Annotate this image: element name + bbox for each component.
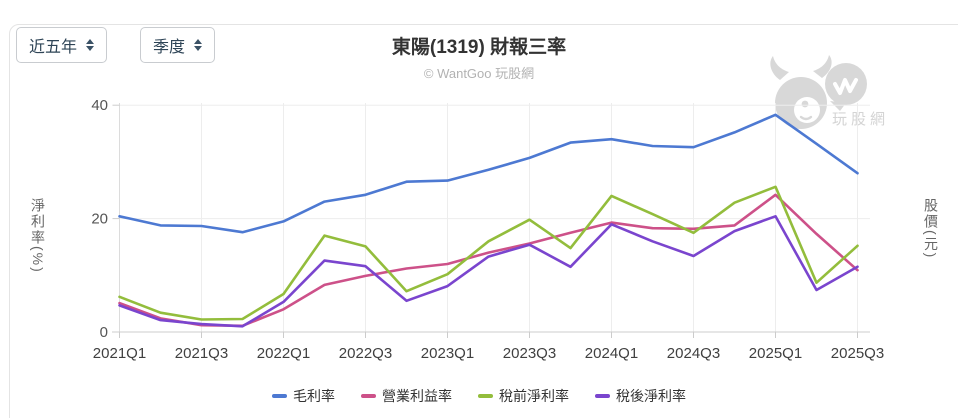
y-tick-label: 40	[91, 97, 108, 114]
legend-label: 營業利益率	[382, 388, 452, 404]
dropdown-arrows-icon	[194, 39, 203, 51]
chart-title: 東陽(1319) 財報三率	[391, 37, 567, 58]
legend-item-2[interactable]: 稅前淨利率	[478, 386, 569, 406]
plot-area: 2021Q1 2021Q3 2022Q1 2022Q3 2023Q1 2023Q3 2024…	[91, 97, 884, 362]
y-tick-label: 0	[100, 324, 108, 341]
period-dropdown-label: 季度	[153, 39, 186, 56]
y-tick-label: 20	[91, 211, 108, 228]
x-tick-label: 2025Q1	[749, 345, 802, 362]
x-tick-label: 2024Q1	[585, 345, 638, 362]
x-tick-label: 2022Q3	[339, 345, 392, 362]
dropdown-arrows-icon	[86, 39, 95, 51]
series-line-2	[118, 185, 859, 321]
range-dropdown-label: 近五年	[29, 39, 78, 56]
legend-dash-icon	[595, 394, 610, 398]
series-line-1	[118, 193, 859, 328]
x-tick-label: 2025Q3	[831, 345, 884, 362]
left-axis-label: 淨利率(%)	[30, 198, 46, 274]
right-axis-label: 股價(元)	[923, 198, 939, 260]
legend-label: 稅前淨利率	[499, 388, 569, 404]
period-dropdown[interactable]: 季度	[140, 27, 216, 63]
x-tick-label: 2023Q1	[421, 345, 474, 362]
legend-item-3[interactable]: 稅後淨利率	[595, 386, 686, 406]
chart-subtitle: © WantGoo 玩股網	[423, 66, 535, 81]
x-tick-label: 2023Q3	[503, 345, 556, 362]
x-tick-label: 2021Q1	[93, 345, 146, 362]
x-tick-label: 2021Q3	[175, 345, 228, 362]
range-dropdown[interactable]: 近五年	[16, 27, 108, 63]
legend-dash-icon	[361, 394, 376, 398]
legend: 毛利率 營業利益率 稅前淨利率 稅後淨利率	[0, 386, 958, 406]
legend-item-1[interactable]: 營業利益率	[361, 386, 452, 406]
series-line-3	[118, 215, 859, 328]
x-tick-label: 2022Q1	[257, 345, 310, 362]
legend-item-0[interactable]: 毛利率	[272, 386, 335, 406]
legend-label: 稅後淨利率	[616, 388, 686, 404]
legend-dash-icon	[478, 394, 493, 398]
legend-label: 毛利率	[293, 388, 335, 404]
x-tick-label: 2024Q3	[667, 345, 720, 362]
series-line-0	[118, 113, 859, 234]
legend-dash-icon	[272, 394, 287, 398]
